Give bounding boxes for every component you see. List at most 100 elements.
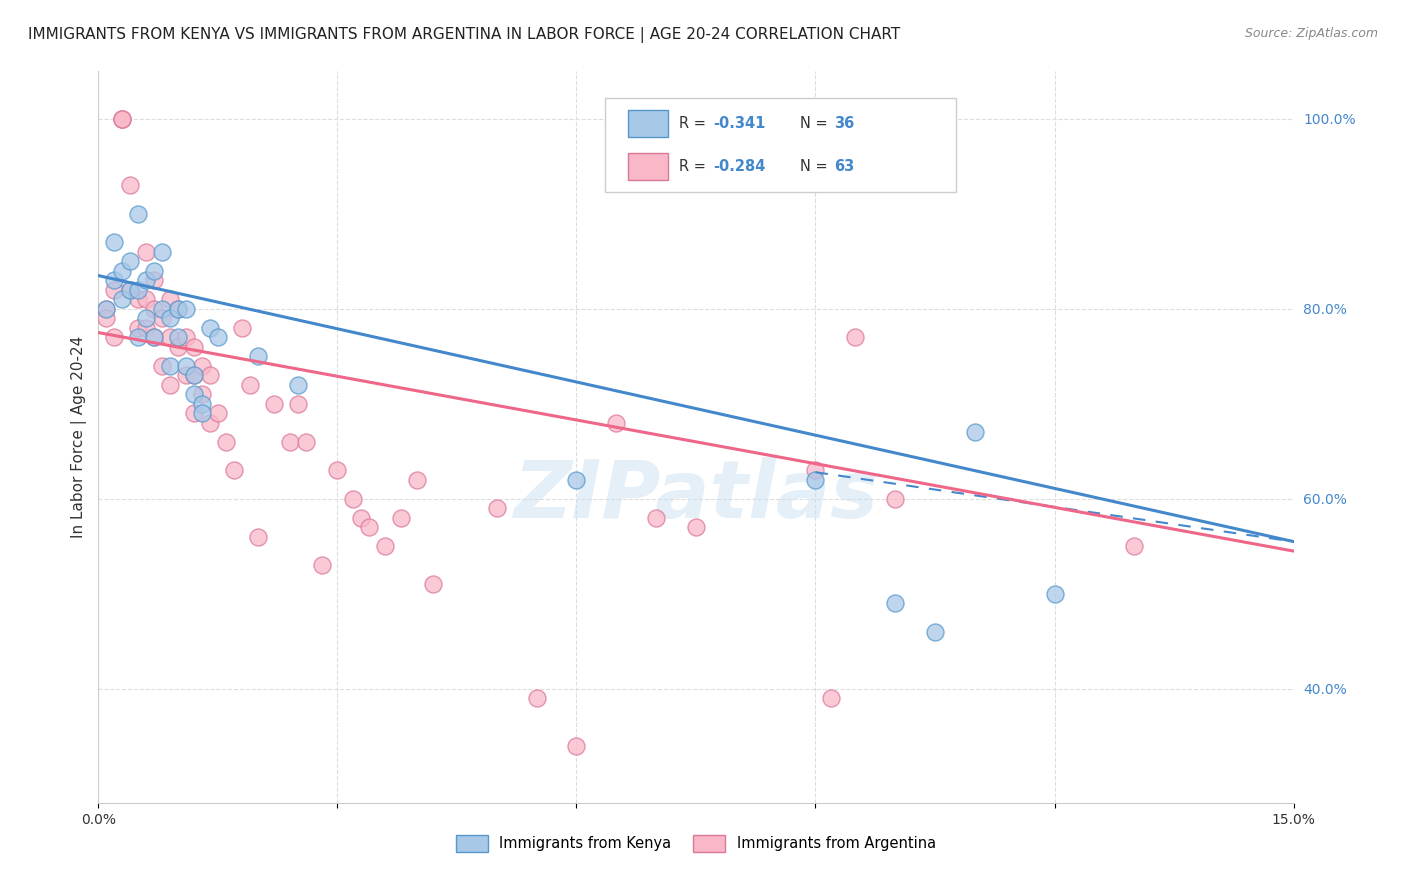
- Point: [111, 112, 134, 126]
- Legend: Immigrants from Kenya, Immigrants from Argentina: Immigrants from Kenya, Immigrants from A…: [450, 830, 942, 858]
- Point: [159, 293, 181, 307]
- Point: [143, 301, 166, 316]
- Point: [183, 387, 205, 401]
- Text: N =: N =: [800, 159, 832, 174]
- Point: [103, 235, 125, 250]
- Point: [111, 112, 134, 126]
- Point: [174, 368, 197, 383]
- Point: [150, 244, 173, 259]
- Point: [191, 397, 214, 411]
- Point: [191, 359, 214, 373]
- Point: [135, 311, 157, 326]
- Point: [143, 330, 166, 344]
- Point: [150, 311, 173, 326]
- Text: -0.284: -0.284: [713, 159, 765, 174]
- Point: [159, 330, 181, 344]
- Point: [924, 624, 946, 639]
- Text: Source: ZipAtlas.com: Source: ZipAtlas.com: [1244, 27, 1378, 40]
- Point: [198, 368, 221, 383]
- Point: [120, 283, 142, 297]
- Point: [239, 377, 262, 392]
- Point: [287, 377, 309, 392]
- Point: [96, 311, 118, 326]
- Point: [127, 207, 149, 221]
- Point: [103, 283, 125, 297]
- Point: [198, 321, 221, 335]
- Point: [167, 301, 190, 316]
- Point: [605, 416, 627, 430]
- Point: [191, 387, 214, 401]
- Point: [103, 273, 125, 287]
- Point: [174, 301, 197, 316]
- Point: [207, 330, 229, 344]
- Point: [167, 340, 190, 354]
- Point: [222, 463, 245, 477]
- Point: [485, 501, 508, 516]
- Point: [120, 178, 142, 193]
- Text: ZIPatlas: ZIPatlas: [513, 457, 879, 534]
- Y-axis label: In Labor Force | Age 20-24: In Labor Force | Age 20-24: [72, 336, 87, 538]
- Point: [167, 301, 190, 316]
- Point: [111, 112, 134, 126]
- Point: [350, 511, 373, 525]
- Point: [143, 330, 166, 344]
- Point: [111, 293, 134, 307]
- Point: [135, 273, 157, 287]
- Point: [884, 596, 907, 610]
- Point: [111, 264, 134, 278]
- Point: [150, 301, 173, 316]
- Point: [326, 463, 349, 477]
- Point: [1043, 587, 1066, 601]
- Point: [389, 511, 412, 525]
- Point: [374, 539, 396, 553]
- Point: [120, 254, 142, 268]
- Point: [804, 463, 827, 477]
- Point: [127, 283, 149, 297]
- Point: [120, 283, 142, 297]
- Point: [183, 368, 205, 383]
- Point: [159, 377, 181, 392]
- Point: [844, 330, 866, 344]
- Point: [135, 321, 157, 335]
- Point: [183, 368, 205, 383]
- Point: [246, 530, 269, 544]
- Point: [820, 691, 842, 706]
- Point: [159, 311, 181, 326]
- Text: 36: 36: [834, 116, 853, 131]
- Point: [526, 691, 548, 706]
- Point: [135, 244, 157, 259]
- Point: [565, 739, 588, 753]
- Point: [127, 330, 149, 344]
- Point: [207, 406, 229, 420]
- Point: [342, 491, 364, 506]
- Point: [231, 321, 253, 335]
- Point: [804, 473, 827, 487]
- Point: [174, 330, 197, 344]
- Point: [96, 301, 118, 316]
- Point: [103, 330, 125, 344]
- Text: N =: N =: [800, 116, 832, 131]
- Point: [183, 406, 205, 420]
- Point: [246, 349, 269, 363]
- Text: R =: R =: [679, 159, 710, 174]
- Text: IMMIGRANTS FROM KENYA VS IMMIGRANTS FROM ARGENTINA IN LABOR FORCE | AGE 20-24 CO: IMMIGRANTS FROM KENYA VS IMMIGRANTS FROM…: [28, 27, 900, 43]
- Point: [294, 434, 316, 449]
- Point: [174, 359, 197, 373]
- Point: [127, 321, 149, 335]
- Point: [287, 397, 309, 411]
- Point: [150, 359, 173, 373]
- Point: [183, 340, 205, 354]
- Point: [422, 577, 444, 591]
- Point: [96, 301, 118, 316]
- Point: [685, 520, 707, 534]
- Point: [143, 273, 166, 287]
- Point: [1123, 539, 1146, 553]
- Point: [565, 473, 588, 487]
- Point: [215, 434, 238, 449]
- Point: [127, 293, 149, 307]
- Point: [167, 330, 190, 344]
- Point: [159, 359, 181, 373]
- Text: -0.341: -0.341: [713, 116, 765, 131]
- Point: [406, 473, 429, 487]
- Point: [884, 491, 907, 506]
